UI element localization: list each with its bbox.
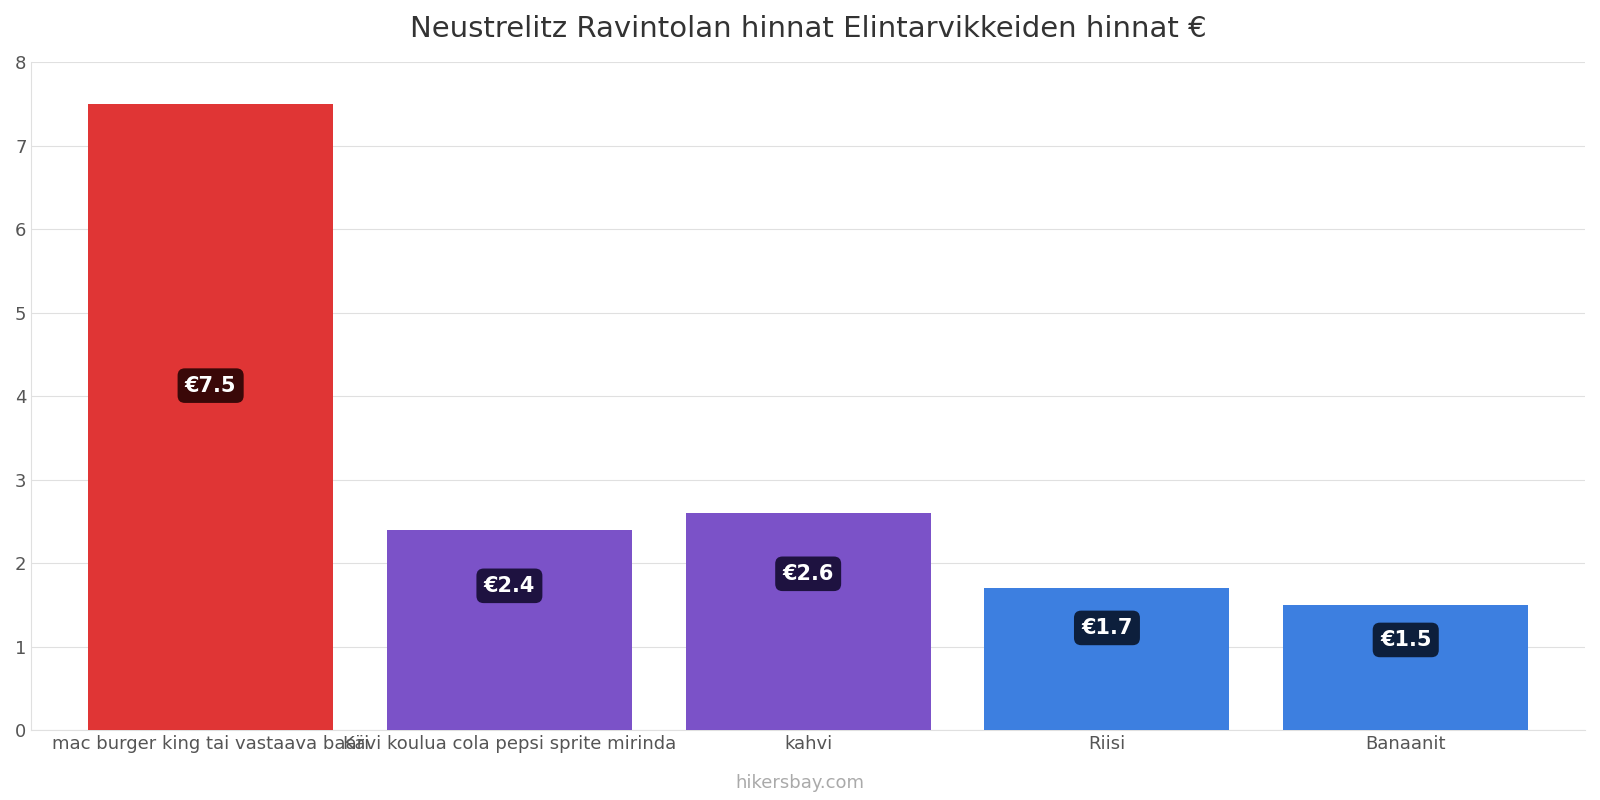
Bar — [1283, 605, 1528, 730]
Text: €1.5: €1.5 — [1379, 630, 1432, 650]
Title: Neustrelitz Ravintolan hinnat Elintarvikkeiden hinnat €: Neustrelitz Ravintolan hinnat Elintarvik… — [410, 15, 1206, 43]
Text: hikersbay.com: hikersbay.com — [736, 774, 864, 792]
Text: €2.4: €2.4 — [483, 576, 534, 596]
Text: €2.6: €2.6 — [782, 564, 834, 584]
Bar — [984, 588, 1229, 730]
Bar — [686, 513, 931, 730]
Bar — [88, 104, 333, 730]
Bar — [387, 530, 632, 730]
Text: €7.5: €7.5 — [186, 376, 237, 396]
Text: €1.7: €1.7 — [1082, 618, 1133, 638]
